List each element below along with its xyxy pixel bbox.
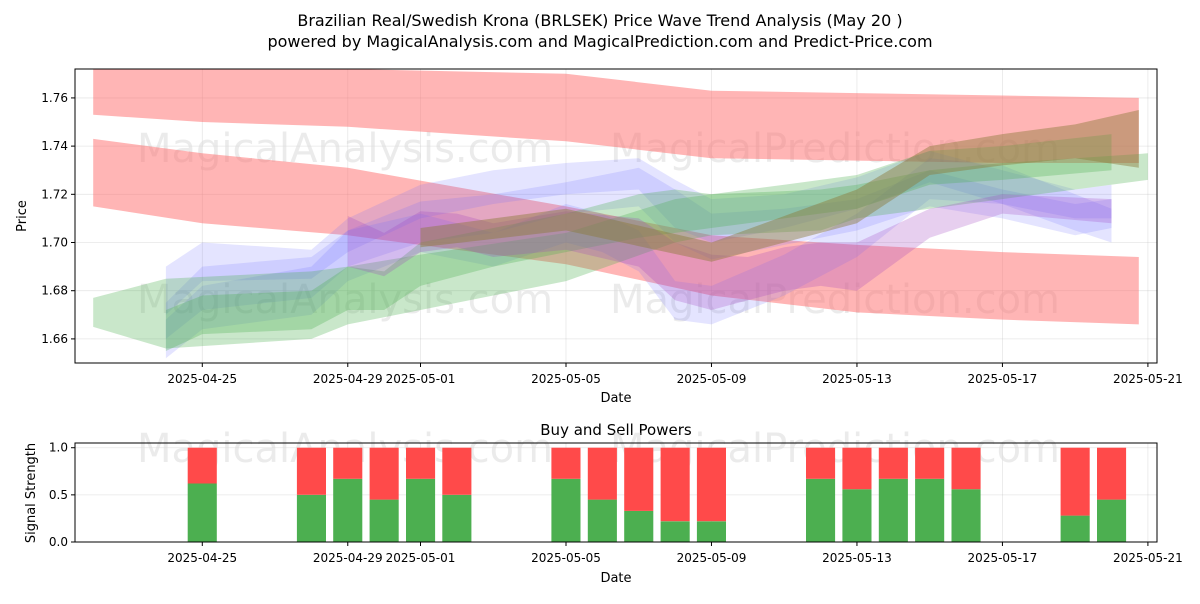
signal-x-label: Date xyxy=(600,571,631,586)
sell-bar-2025-05-02 xyxy=(442,447,472,495)
price-y-tick-label-1-74: 1.74 xyxy=(41,139,68,153)
band-purple-7 xyxy=(347,194,1112,310)
price-x-tick-label-2025-05-13: 2025-05-13 xyxy=(822,372,892,386)
buy-bar-2025-05-19 xyxy=(1060,515,1090,542)
signal-y-tick-label-0-5: 0.5 xyxy=(49,488,68,502)
sell-bar-2025-04-30 xyxy=(369,447,399,500)
price-x-tick-label-2025-05-09: 2025-05-09 xyxy=(677,372,747,386)
sell-bar-2025-04-28 xyxy=(296,447,326,495)
buy-bar-2025-05-05 xyxy=(551,478,581,542)
price-x-tick-label-2025-05-05: 2025-05-05 xyxy=(531,372,601,386)
price-x-tick-label-2025-05-01: 2025-05-01 xyxy=(386,372,456,386)
buy-bar-2025-05-07 xyxy=(624,510,654,542)
price-bands xyxy=(93,69,1148,359)
buy-bar-2025-05-06 xyxy=(587,499,617,542)
price-y-tick-label-1-70: 1.70 xyxy=(41,236,68,250)
buy-bar-2025-05-13 xyxy=(842,489,872,542)
sell-bar-2025-04-29 xyxy=(333,447,363,479)
band-green-6 xyxy=(165,134,1112,351)
buy-bar-2025-04-30 xyxy=(369,499,399,542)
band-red-1 xyxy=(93,138,1139,325)
price-y-tick-label-1-66: 1.66 xyxy=(41,332,68,346)
buy-bar-2025-04-28 xyxy=(296,494,326,542)
price-panel: MagicalAnalysis.com MagicalPrediction.co… xyxy=(15,68,1183,406)
sell-bar-2025-05-14 xyxy=(878,447,908,479)
signal-panel: Buy and Sell Powers MagicalAnalysis.com … xyxy=(24,421,1183,586)
sell-bar-2025-05-05 xyxy=(551,447,581,479)
sell-bar-2025-05-12 xyxy=(806,447,836,479)
buy-bar-2025-05-09 xyxy=(696,521,726,542)
sell-bar-2025-05-09 xyxy=(696,447,726,522)
signal-x-tick-label-2025-05-05: 2025-05-05 xyxy=(531,551,601,565)
buy-bar-2025-05-15 xyxy=(915,478,945,542)
price-y-tick-label-1-76: 1.76 xyxy=(41,91,68,105)
signal-axes-frame xyxy=(74,442,1158,543)
sell-bar-2025-05-15 xyxy=(915,447,945,479)
price-y-tick-label-1-72: 1.72 xyxy=(41,187,68,201)
buy-bar-2025-05-02 xyxy=(442,494,472,542)
signal-x-tick-label-2025-05-13: 2025-05-13 xyxy=(822,551,892,565)
signal-x-tick-label-2025-04-29: 2025-04-29 xyxy=(313,551,383,565)
band-blue-4 xyxy=(165,158,1112,359)
band-olive-8 xyxy=(420,110,1139,262)
price-axes-frame xyxy=(74,68,1158,364)
sell-bar-2025-05-08 xyxy=(660,447,690,522)
buy-bar-2025-05-16 xyxy=(951,489,981,542)
sell-bar-2025-05-13 xyxy=(842,447,872,490)
signal-title: Buy and Sell Powers xyxy=(540,421,692,439)
sell-bar-2025-05-01 xyxy=(406,447,436,479)
band-red-0 xyxy=(93,69,1139,163)
sell-bar-2025-05-20 xyxy=(1097,447,1127,500)
price-y-label: Price xyxy=(15,200,30,232)
price-x-label: Date xyxy=(600,391,631,406)
sell-bar-2025-05-19 xyxy=(1060,447,1090,516)
watermark-analysis-mid: MagicalAnalysis.com xyxy=(137,277,553,323)
price-x-tick-label-2025-04-25: 2025-04-25 xyxy=(167,372,237,386)
chart-subtitle: powered by MagicalAnalysis.com and Magic… xyxy=(267,32,932,51)
buy-bar-2025-05-08 xyxy=(660,521,690,542)
sell-bar-2025-05-07 xyxy=(624,447,654,511)
sell-bar-2025-05-06 xyxy=(587,447,617,500)
signal-y-tick-label-1-0: 1.0 xyxy=(49,441,68,455)
buy-bar-2025-05-01 xyxy=(406,478,436,542)
signal-x-tick-label-2025-05-21: 2025-05-21 xyxy=(1113,551,1183,565)
signal-ticks: 2025-04-25 2025-04-29 2025-05-01 2025-05-05… xyxy=(49,441,1183,565)
buy-bar-2025-05-20 xyxy=(1097,499,1127,542)
buy-bar-2025-05-14 xyxy=(878,478,908,542)
price-y-tick-label-1-68: 1.68 xyxy=(41,284,68,298)
buy-bar-2025-04-29 xyxy=(333,478,363,542)
signal-x-tick-label-2025-05-17: 2025-05-17 xyxy=(968,551,1038,565)
price-x-tick-label-2025-05-17: 2025-05-17 xyxy=(968,372,1038,386)
price-ticks: 2025-04-25 2025-04-29 2025-05-01 2025-05-05… xyxy=(41,91,1183,386)
signal-x-tick-label-2025-04-25: 2025-04-25 xyxy=(167,551,237,565)
buy-bar-2025-05-12 xyxy=(806,478,836,542)
buy-bar-2025-04-25 xyxy=(187,483,217,542)
sell-bar-2025-05-16 xyxy=(951,447,981,490)
band-blue-3 xyxy=(165,150,1112,315)
band-green-5 xyxy=(93,153,1148,349)
band-blue-2 xyxy=(165,167,1112,339)
price-x-tick-label-2025-04-29: 2025-04-29 xyxy=(313,372,383,386)
sell-bar-2025-04-25 xyxy=(187,447,217,484)
chart-title: Brazilian Real/Swedish Krona (BRLSEK) Pr… xyxy=(297,11,902,30)
signal-x-tick-label-2025-05-01: 2025-05-01 xyxy=(386,551,456,565)
price-x-tick-label-2025-05-21: 2025-05-21 xyxy=(1113,372,1183,386)
signal-y-tick-label-0-0: 0.0 xyxy=(49,535,68,549)
signal-y-label: Signal Strength xyxy=(24,443,39,543)
signal-x-tick-label-2025-05-09: 2025-05-09 xyxy=(677,551,747,565)
signal-bars xyxy=(187,447,1127,542)
